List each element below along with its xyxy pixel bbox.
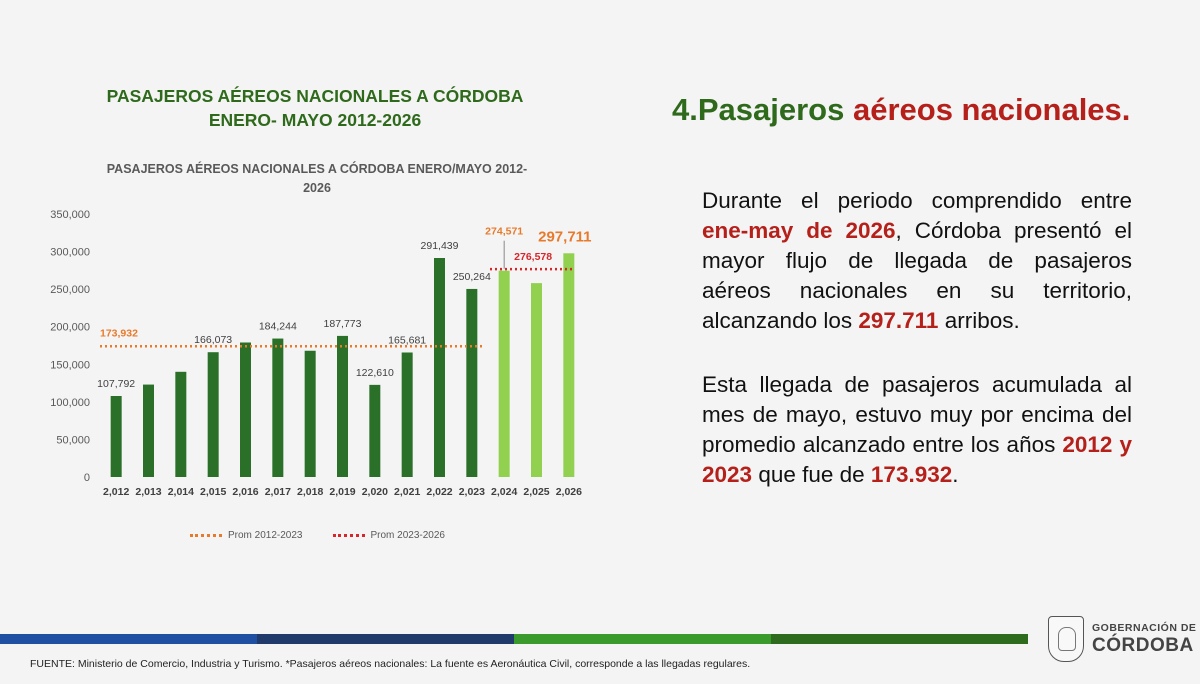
- y-tick-label: 50,000: [56, 434, 90, 446]
- bar: [143, 384, 154, 477]
- bar: [272, 338, 284, 477]
- x-tick-label: 2,014: [168, 486, 194, 498]
- bar: [175, 371, 187, 477]
- data-label: 166,073: [194, 334, 232, 346]
- x-tick-label: 2,016: [232, 486, 258, 498]
- para2-text: que fue de: [752, 462, 871, 487]
- heading-prefix: 4.Pasajeros: [672, 92, 853, 127]
- legend-label: Prom 2012-2023: [228, 530, 303, 541]
- para1-text: , Córdoba presentó el mayor flujo de lle…: [702, 218, 1132, 333]
- bar: [369, 384, 381, 477]
- strip-segment: [0, 634, 257, 644]
- data-label: 107,792: [97, 378, 135, 390]
- x-tick-label: 2,025: [523, 486, 549, 498]
- average-label: 276,578: [514, 251, 552, 263]
- legend-item-prom-2012-2023: Prom 2012-2023: [190, 530, 303, 541]
- x-tick-label: 2,013: [135, 486, 161, 498]
- paragraph-1: Durante el periodo comprendido entre ene…: [702, 186, 1132, 336]
- y-tick-label: 300,000: [50, 247, 90, 259]
- x-tick-label: 2,012: [103, 486, 129, 498]
- bar: [110, 396, 122, 477]
- chart-legend: Prom 2012-2023 Prom 2023-2026: [190, 530, 445, 541]
- y-tick-label: 350,000: [50, 209, 90, 221]
- data-label: 122,610: [356, 367, 394, 379]
- legend-swatch-red: [332, 534, 365, 537]
- y-tick-label: 0: [84, 472, 90, 484]
- bar: [401, 352, 413, 477]
- bar: [304, 350, 316, 477]
- x-tick-label: 2,020: [362, 486, 388, 498]
- x-tick-label: 2,018: [297, 486, 323, 498]
- chart-title-line2: 2026: [303, 181, 331, 195]
- para2-highlight-years: 2012 y 2023: [702, 432, 1132, 487]
- legend-item-prom-2023-2026: Prom 2023-2026: [332, 530, 446, 541]
- x-tick-label: 2,021: [394, 486, 420, 498]
- coat-of-arms-icon: [1048, 616, 1084, 662]
- footer-color-strip: [0, 634, 1028, 644]
- x-tick-label: 2,024: [491, 486, 517, 498]
- source-note: FUENTE: Ministerio de Comercio, Industri…: [30, 658, 751, 670]
- bar: [434, 258, 445, 477]
- x-tick-label: 2,019: [329, 486, 355, 498]
- bar: [337, 335, 348, 477]
- bar-chart: 0 50,000 100,000 150,000 200,000 250,000 300,0…: [50, 209, 591, 498]
- left-title-line1: PASAJEROS AÉREOS NACIONALES A CÓRDOBA: [106, 86, 524, 106]
- y-tick-label: 250,000: [50, 284, 90, 296]
- bar: [498, 270, 510, 477]
- slide-left-title: PASAJEROS AÉREOS NACIONALES A CÓRDOBA EN…: [40, 84, 590, 132]
- logo-small-text: GOBERNACIÓN DE: [1092, 621, 1197, 634]
- data-label: 250,264: [453, 271, 491, 283]
- strip-segment: [514, 634, 771, 644]
- data-label: 274,571: [485, 226, 523, 238]
- section-heading: 4.Pasajeros aéreos nacionales.: [672, 92, 1130, 128]
- x-tick-label: 2,026: [556, 486, 582, 498]
- x-tick-label: 2,017: [265, 486, 291, 498]
- y-tick-label: 200,000: [50, 322, 90, 334]
- heading-accent: aéreos nacionales.: [852, 92, 1131, 127]
- logo-big-text: CÓRDOBA: [1092, 635, 1194, 657]
- para1-highlight-value: 297.711: [858, 308, 939, 333]
- bar: [207, 352, 219, 477]
- data-label: 291,439: [421, 240, 459, 252]
- para1-text: arribos.: [938, 308, 1020, 333]
- x-tick-label: 2,023: [459, 486, 485, 498]
- x-tick-label: 2,015: [200, 486, 226, 498]
- data-label: 184,244: [259, 321, 297, 333]
- data-label: 297,711: [538, 228, 591, 245]
- bar: [531, 283, 542, 477]
- legend-label: Prom 2023-2026: [370, 530, 446, 541]
- para2-highlight-value: 173.932: [870, 462, 953, 487]
- strip-segment: [257, 634, 514, 644]
- bar: [563, 253, 575, 477]
- y-tick-label: 150,000: [50, 359, 90, 371]
- bar: [240, 342, 251, 477]
- chart-title-line1: PASAJEROS AÉREOS NACIONALES A CÓRDOBA EN…: [106, 162, 528, 176]
- para1-text: Durante el periodo comprendido entre: [702, 188, 1132, 213]
- data-label: 187,773: [324, 318, 362, 330]
- bar: [466, 288, 478, 477]
- para1-highlight-period: ene-may de 2026: [702, 218, 896, 243]
- legend-swatch-orange: [190, 534, 222, 537]
- paragraph-2: Esta llegada de pasajeros acumulada al m…: [702, 370, 1132, 490]
- para2-text: .: [952, 462, 959, 487]
- left-title-line2: ENERO- MAYO 2012-2026: [208, 110, 422, 130]
- average-label: 173,932: [100, 327, 138, 339]
- data-label: 165,681: [388, 335, 426, 347]
- y-tick-label: 100,000: [50, 397, 90, 409]
- x-tick-label: 2,022: [426, 486, 452, 498]
- strip-segment: [771, 634, 1028, 644]
- para2-text: Esta llegada de pasajeros acumulada al m…: [702, 372, 1132, 457]
- logo-text: GOBERNACIÓN DE CÓRDOBA: [1092, 623, 1196, 656]
- gobernacion-logo: GOBERNACIÓN DE CÓRDOBA: [1048, 616, 1196, 662]
- chart-title: PASAJEROS AÉREOS NACIONALES A CÓRDOBA EN…: [92, 160, 542, 198]
